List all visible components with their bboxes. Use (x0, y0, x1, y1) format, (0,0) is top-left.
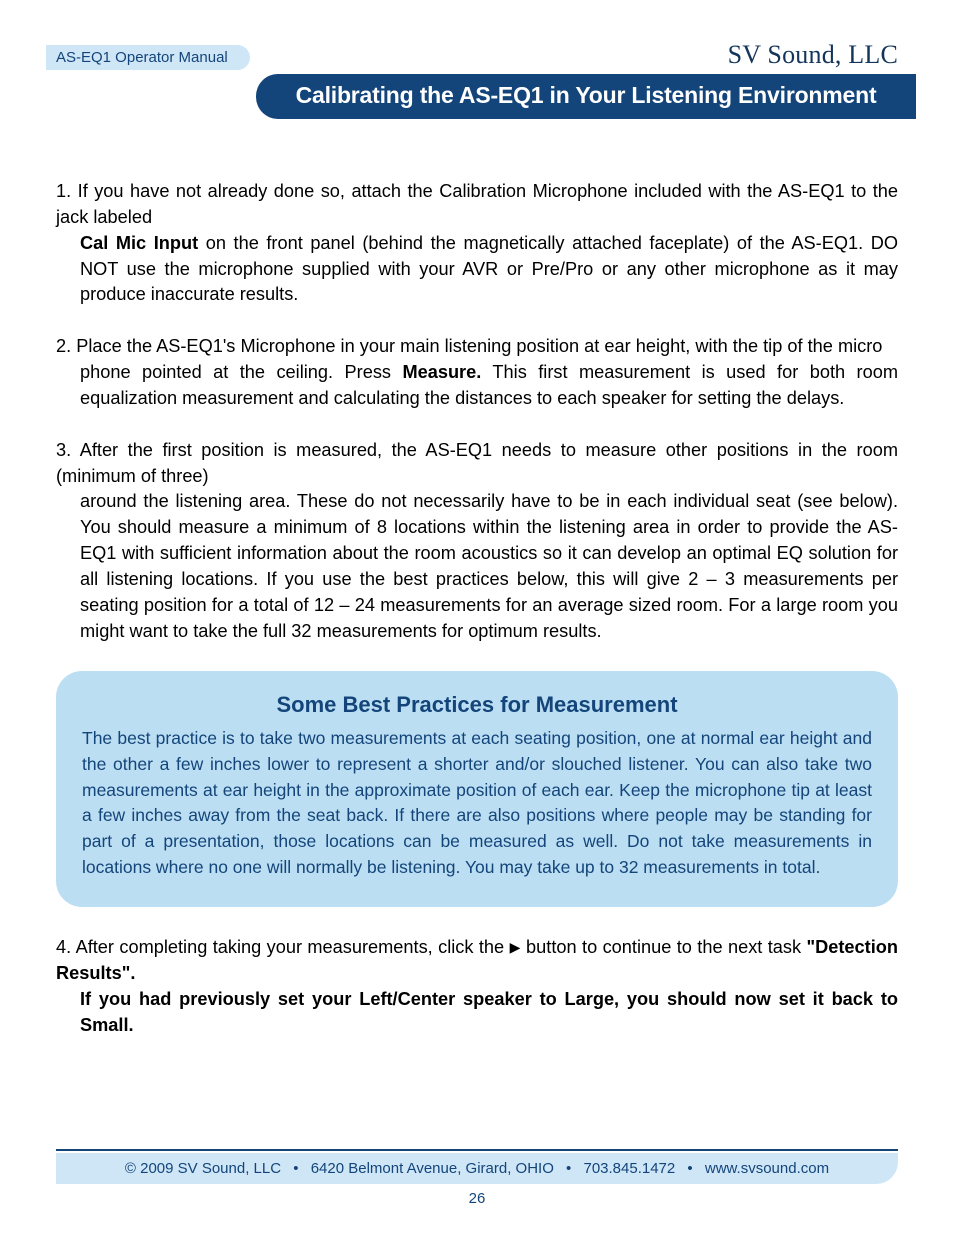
footer-address: 6420 Belmont Avenue, Girard, OHIO (311, 1160, 554, 1177)
company-name: SV Sound, LLC (728, 40, 898, 70)
callout-body: The best practice is to take two measure… (82, 726, 872, 881)
step-2-num: 2. (56, 336, 71, 356)
footer-bar: © 2009 SV Sound, LLC • 6420 Belmont Aven… (56, 1153, 898, 1184)
step-3-rest: around the listening area. These do not … (56, 489, 898, 644)
callout-title: Some Best Practices for Measurement (82, 689, 872, 720)
footer-phone: 703.845.1472 (583, 1160, 675, 1177)
step-3-num: 3. (56, 440, 71, 460)
step-2-line1: Place the AS-EQ1's Microphone in your ma… (76, 336, 882, 356)
dot-icon: • (558, 1160, 579, 1177)
footer: © 2009 SV Sound, LLC • 6420 Belmont Aven… (56, 1149, 898, 1207)
step-1-rest: on the front panel (behind the magnetica… (80, 233, 898, 305)
step-3: 3. After the first position is measured,… (56, 438, 898, 645)
step-4-bold2: If you had previously set your Left/Cent… (56, 987, 898, 1039)
step-2-a: phone pointed at the ceiling. Press (80, 362, 402, 382)
step-4-num: 4. (56, 937, 71, 957)
step-2: 2. Place the AS-EQ1's Microphone in your… (56, 334, 898, 412)
best-practices-callout: Some Best Practices for Measurement The … (56, 671, 898, 908)
page-number: 26 (56, 1190, 898, 1207)
page: AS-EQ1 Operator Manual SV Sound, LLC Cal… (0, 0, 954, 1235)
header-row: AS-EQ1 Operator Manual SV Sound, LLC (56, 40, 898, 70)
step-1-line1: If you have not already done so, attach … (56, 181, 898, 227)
step-4: 4. After completing taking your measurem… (56, 935, 898, 1038)
content-body: 1. If you have not already done so, atta… (56, 179, 898, 1038)
footer-url: www.svsound.com (705, 1160, 829, 1177)
step-4-a: After completing taking your measurement… (76, 937, 510, 957)
section-title-bar: Calibrating the AS-EQ1 in Your Listening… (256, 74, 916, 119)
step-3-line1: After the first position is measured, th… (56, 440, 898, 486)
dot-icon: • (285, 1160, 306, 1177)
step-2-bold: Measure. (402, 362, 481, 382)
dot-icon: • (679, 1160, 700, 1177)
step-1-bold: Cal Mic Input (80, 233, 198, 253)
footer-copyright: © 2009 SV Sound, LLC (125, 1160, 281, 1177)
play-icon: ▶ (510, 939, 521, 955)
manual-name-pill: AS-EQ1 Operator Manual (46, 45, 250, 70)
step-4-b: button to continue to the next task (521, 937, 807, 957)
step-1: 1. If you have not already done so, atta… (56, 179, 898, 308)
step-1-num: 1. (56, 181, 71, 201)
footer-rule (56, 1149, 898, 1151)
